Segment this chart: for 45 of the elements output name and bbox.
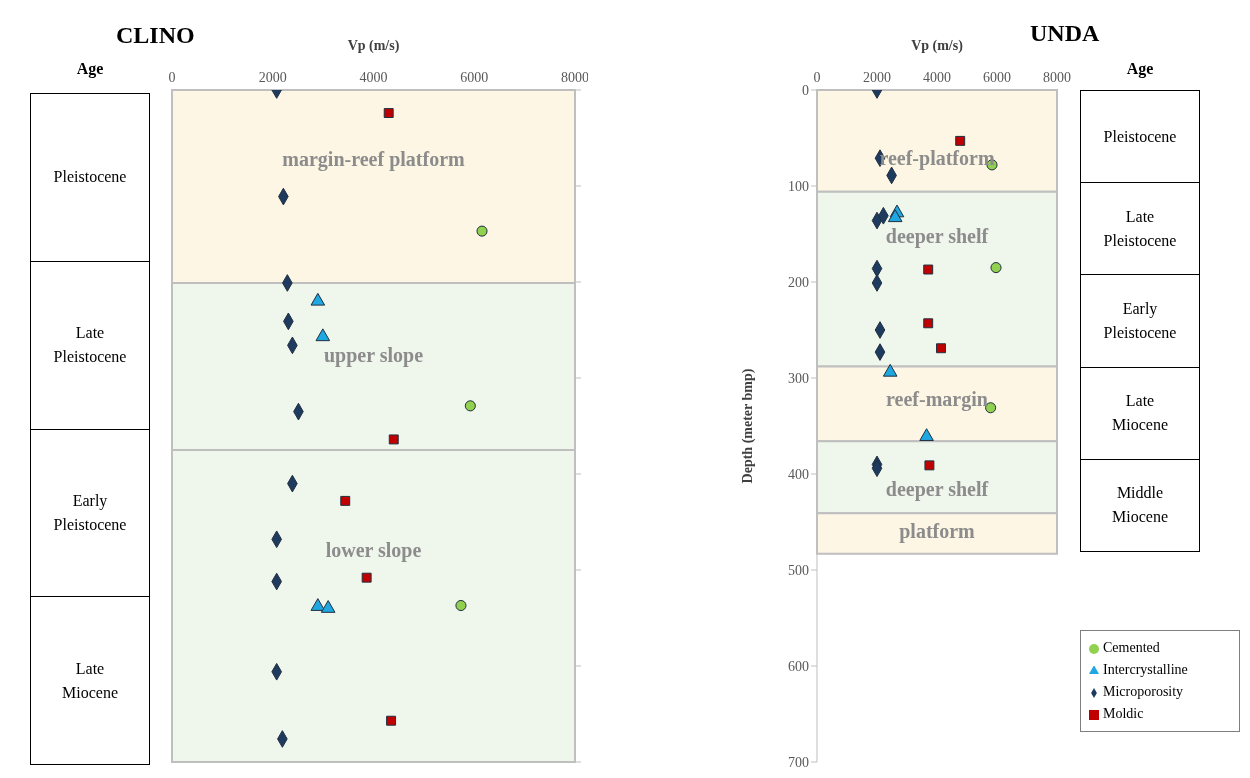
band-label: reef-margin bbox=[886, 387, 988, 411]
y-axis-title: Depth (meter bmp) bbox=[739, 368, 756, 484]
chart-title: CLINO bbox=[116, 22, 195, 49]
y-tick-label: 0 bbox=[802, 82, 809, 98]
x-tick-label: 2000 bbox=[258, 70, 287, 85]
x-tick-label: 0 bbox=[813, 70, 821, 85]
band-label: deeper shelf bbox=[885, 477, 989, 501]
text: Age bbox=[1125, 60, 1155, 78]
text: Late Pleistocene bbox=[52, 323, 128, 368]
band-label: margin-reef platform bbox=[282, 147, 466, 171]
text: Pleistocene bbox=[53, 167, 127, 188]
x-axis-title: Vp (m/s) bbox=[911, 37, 964, 54]
band-label: deeper shelf bbox=[885, 225, 989, 249]
y-tick-label: 300 bbox=[788, 370, 809, 386]
text: Age bbox=[75, 60, 105, 78]
text: Late Miocene bbox=[61, 658, 119, 703]
text: Pleistocene bbox=[1103, 126, 1177, 147]
x-axis-title: Vp (m/s) bbox=[347, 37, 400, 54]
text: Middle Miocene bbox=[1111, 483, 1169, 528]
text: Late Pleistocene bbox=[1102, 206, 1178, 251]
legend-label: Intercrystalline bbox=[1103, 662, 1188, 677]
y-tick-label: 200 bbox=[788, 274, 809, 290]
y-tick-label: 500 bbox=[788, 562, 809, 578]
x-tick-label: 2000 bbox=[863, 70, 891, 85]
legend-label: Cemented bbox=[1103, 640, 1160, 655]
x-tick-label: 6000 bbox=[983, 70, 1011, 85]
text: Late Miocene bbox=[1111, 391, 1169, 436]
x-tick-label: 0 bbox=[168, 70, 176, 85]
x-tick-label: 4000 bbox=[359, 70, 388, 85]
band-label: upper slope bbox=[323, 344, 424, 368]
y-tick-label: 100 bbox=[788, 178, 809, 194]
x-tick-label: 4000 bbox=[923, 70, 951, 85]
x-tick-label: 6000 bbox=[460, 70, 489, 85]
legend-label: Moldic bbox=[1103, 706, 1144, 721]
x-tick-label: 8000 bbox=[561, 70, 589, 85]
text: Early Pleistocene bbox=[1102, 299, 1178, 343]
y-tick-label: 400 bbox=[788, 466, 809, 482]
chart-title: UNDA bbox=[1030, 20, 1100, 47]
band-label: lower slope bbox=[325, 539, 422, 563]
text: Early Pleistocene bbox=[52, 490, 128, 535]
y-tick-label: 700 bbox=[788, 754, 809, 770]
x-tick-label: 8000 bbox=[1043, 70, 1071, 85]
legend-label: Microporosity bbox=[1103, 684, 1184, 699]
band-label: platform bbox=[899, 519, 976, 543]
y-tick-label: 600 bbox=[788, 658, 809, 674]
